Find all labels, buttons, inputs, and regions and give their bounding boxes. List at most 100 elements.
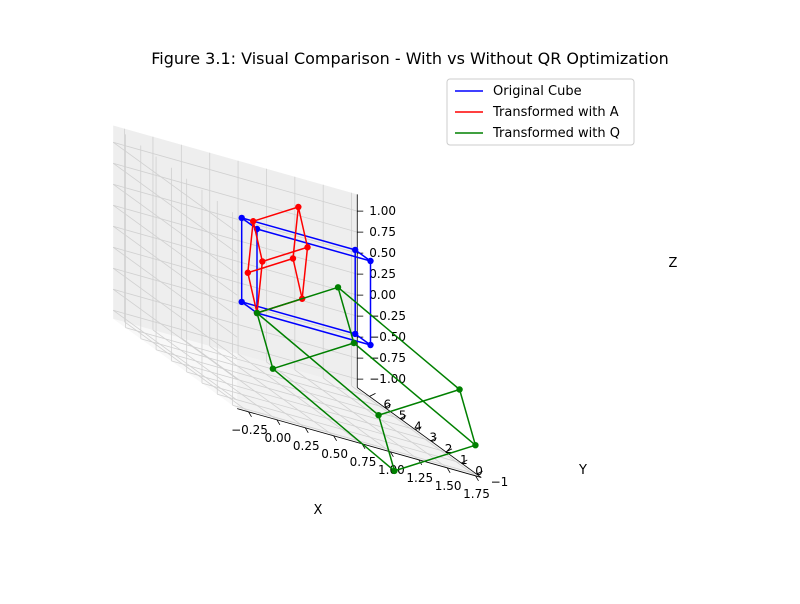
series-2-point — [375, 411, 382, 419]
series-1-edge — [301, 247, 309, 299]
series-2 — [253, 284, 479, 475]
z-tick-label: 0.50 — [369, 246, 396, 260]
series-1-point — [259, 258, 266, 265]
series-0-point — [367, 341, 374, 349]
grid-y-floor — [232, 404, 477, 475]
x-tick — [475, 475, 479, 482]
grid-y-floor — [171, 360, 416, 431]
y-tick — [384, 404, 391, 408]
series-0-point — [238, 214, 245, 222]
z-tick-label: 0.25 — [369, 267, 396, 281]
y-tick — [476, 470, 483, 475]
series-2-edge — [378, 388, 460, 416]
series-2-point — [253, 309, 261, 317]
series-1-edge — [292, 206, 300, 259]
z-axis-label: Z — [669, 256, 678, 271]
series-1-point — [295, 203, 302, 211]
series-1-edge — [297, 206, 309, 248]
z-tick-label: −0.25 — [369, 309, 406, 323]
y-tick-label: 5 — [399, 409, 407, 423]
series-1-edge — [247, 221, 254, 273]
x-tick-label: 0.00 — [265, 431, 292, 445]
series-1-edge — [292, 258, 303, 299]
series-2-edge — [272, 342, 355, 370]
legend-label: Original Cube — [493, 84, 582, 99]
series-2-point — [456, 386, 463, 393]
y-axis-line — [357, 387, 482, 478]
y-tick-label: 1 — [460, 453, 468, 467]
legend-label: Transformed with Q — [492, 126, 620, 141]
series-2-edge — [394, 444, 476, 472]
axis-lines: −0.250.000.250.500.751.001.251.501.75−10… — [231, 194, 508, 501]
y-tick-label: 0 — [475, 464, 483, 478]
y-tick — [461, 459, 468, 464]
series-1-edge — [262, 246, 308, 263]
series-1-edge — [247, 257, 294, 274]
series-2-point — [350, 339, 358, 347]
y-tick — [445, 448, 453, 453]
x-tick — [304, 427, 309, 434]
y-tick-label: 3 — [429, 431, 437, 445]
grid-z-back — [113, 288, 358, 359]
grid-z-side — [113, 288, 238, 380]
grid-z-side — [113, 267, 238, 359]
series-2-edge — [337, 287, 355, 344]
grid-z-back — [113, 267, 358, 338]
z-tick-label: −1.00 — [369, 372, 406, 386]
series-0-point — [352, 246, 359, 254]
y-axis-label: Y — [578, 463, 587, 478]
x-tick — [390, 451, 394, 458]
grid-z-side — [113, 309, 238, 401]
x-axis-label: X — [314, 503, 323, 518]
grid-lines — [113, 128, 477, 477]
series-0-edge — [241, 217, 356, 251]
z-tick-label: −0.50 — [369, 330, 406, 344]
grid-z-back — [113, 162, 358, 233]
series-2-edge — [256, 312, 274, 369]
y-tick — [415, 426, 422, 431]
series-0-point — [367, 257, 374, 265]
grid-z-side — [113, 246, 238, 338]
y-tick — [399, 415, 407, 419]
series-2-edge — [272, 368, 395, 472]
legend: Original Cube Transformed with A Transform… — [446, 78, 635, 146]
x-tick-label: 1.50 — [435, 479, 462, 493]
series-1-point — [244, 269, 252, 276]
series-0-point — [352, 330, 359, 338]
series-0-edge — [256, 312, 371, 346]
x-tick-label: 1.75 — [463, 487, 490, 501]
grid-z-back — [113, 141, 358, 212]
axis-panes — [113, 125, 482, 478]
grid-y-floor — [125, 327, 370, 397]
grid-y-floor — [155, 349, 401, 419]
series-1-point — [304, 244, 311, 251]
z-tick-label: 0.00 — [369, 288, 396, 302]
x-tick-label: 0.75 — [350, 455, 377, 469]
x-tick — [333, 435, 337, 442]
y-tick-label: 6 — [384, 397, 392, 411]
series-2-edge — [256, 286, 339, 314]
z-tick-label: 1.00 — [369, 204, 396, 218]
series-2-point — [334, 284, 342, 291]
series-2-point — [472, 441, 479, 449]
grid-y-floor — [201, 382, 447, 453]
grid-z-side — [113, 162, 238, 254]
series-1-edge — [256, 261, 264, 314]
x-tick-label: 0.50 — [321, 447, 348, 461]
series-2-edge — [256, 312, 380, 416]
z-tick-label: −0.75 — [369, 351, 406, 365]
grid-y-floor — [217, 393, 462, 464]
series-1-point — [249, 218, 257, 225]
grid-z-side — [113, 204, 238, 296]
grid-z-back — [113, 183, 358, 254]
series-0-edge — [241, 301, 356, 335]
series-2-edge — [353, 342, 476, 446]
x-tick-label: −0.25 — [231, 423, 268, 437]
y-tick-label: 2 — [445, 442, 453, 456]
grid-z-back — [113, 204, 358, 275]
x-tick-label: 1.00 — [378, 463, 405, 477]
z-tick-label: 0.75 — [369, 225, 396, 239]
grid-z-back — [113, 225, 358, 296]
